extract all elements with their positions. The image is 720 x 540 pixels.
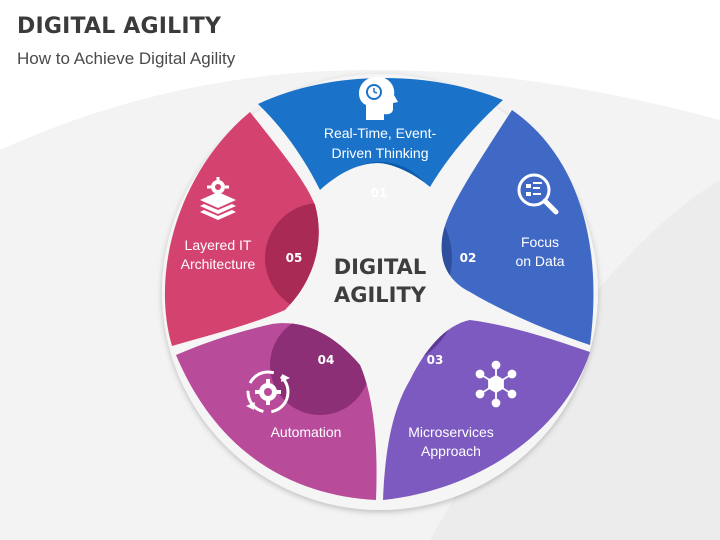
segment-01-label-line2: Driven Thinking	[331, 145, 428, 161]
segment-01[interactable]: Real-Time, Event- Driven Thinking 01	[258, 76, 503, 278]
segment-02-label-line2: on Data	[515, 253, 564, 269]
segment-02-number: 02	[460, 251, 477, 265]
segment-05-label-line2: Architecture	[181, 256, 256, 272]
segment-02[interactable]: Focus on Data 02	[308, 110, 594, 345]
gear-cycle-icon	[246, 370, 290, 414]
segment-05-label-line1: Layered IT	[185, 237, 252, 253]
segment-03-shape	[383, 320, 590, 500]
layers-gear-icon	[200, 177, 236, 220]
segment-02-label-line1: Focus	[521, 234, 559, 250]
center-label-line1: DIGITAL	[334, 255, 427, 279]
page-title: DIGITAL AGILITY	[17, 14, 222, 39]
segment-03-label-line2: Approach	[421, 443, 481, 459]
segment-02-shape	[441, 110, 594, 345]
segment-05-number: 05	[286, 251, 303, 265]
segment-01-label-line1: Real-Time, Event-	[324, 125, 437, 141]
segment-03-number: 03	[427, 353, 444, 367]
network-hub-icon	[475, 360, 517, 408]
segment-04-number: 04	[318, 353, 335, 367]
page-subtitle: How to Achieve Digital Agility	[17, 49, 236, 68]
magnifier-data-icon	[517, 173, 559, 215]
segment-05-number-circle	[265, 203, 319, 313]
head-clock-icon	[358, 76, 398, 120]
segment-05[interactable]: Layered IT Architecture 05	[164, 112, 375, 346]
center-label-line2: AGILITY	[334, 283, 427, 307]
segment-01-number: 01	[371, 186, 388, 200]
segment-01-shape	[258, 77, 503, 190]
segment-03-label-line1: Microservices	[408, 424, 494, 440]
segment-04-label: Automation	[271, 424, 342, 440]
